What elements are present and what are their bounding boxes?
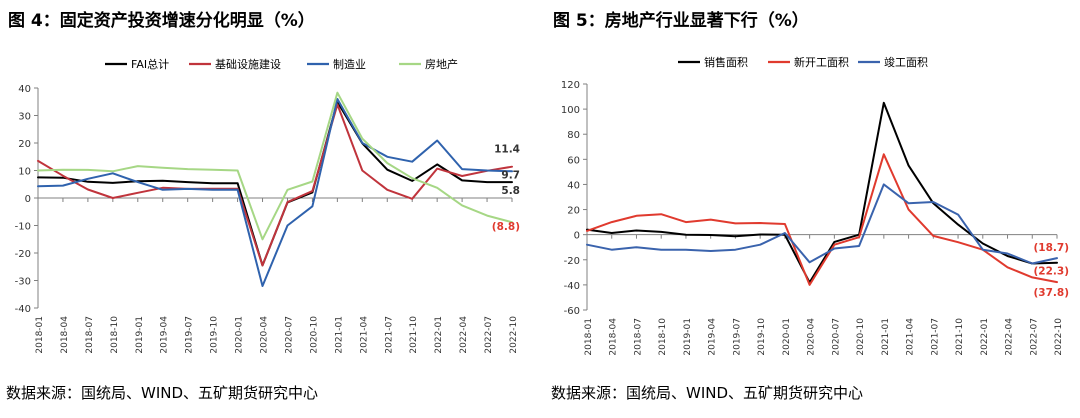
- figure-5-title: 图 5：房地产行业显著下行（%）: [553, 11, 809, 31]
- figure-5-chart: -60 -40 -20 0 20 40 60 80 100 120 2018-01 2018-04 20…: [561, 55, 1069, 356]
- series-line-FAI总计: [37, 100, 513, 267]
- x-tick-label: 2021-07: [384, 316, 394, 354]
- x-tick-label: 2021-01: [881, 318, 891, 356]
- x-tick-label: 2018-07: [85, 316, 95, 354]
- end-value-label: (37.8): [1033, 287, 1069, 299]
- y-tick-label: 30: [18, 112, 31, 123]
- y-tick-label: 0: [25, 194, 31, 205]
- x-tick-label: 2022-01: [434, 316, 444, 354]
- x-tick-label: 2020-01: [235, 316, 245, 354]
- x-tick-label: 2020-07: [284, 316, 294, 354]
- x-tick-label: 2018-10: [110, 316, 120, 354]
- y-tick-label: -40: [15, 304, 31, 315]
- figure-4-source: 数据来源：国统局、WIND、五矿期货研究中心: [6, 384, 319, 402]
- y-tick-label: 10: [18, 167, 31, 178]
- x-tick-label: 2021-04: [359, 316, 369, 354]
- y-tick-label: 0: [574, 231, 580, 242]
- x-tick-label: 2022-04: [459, 316, 469, 354]
- series-line-销售面积: [586, 101, 1058, 284]
- y-tick-label: -30: [15, 277, 31, 288]
- x-tick-label: 2019-04: [708, 318, 718, 356]
- y-tick-label: 120: [561, 80, 580, 91]
- legend-label: 基础设施建设: [215, 57, 281, 71]
- x-tick-label: 2019-07: [185, 316, 195, 354]
- legend-label: 销售面积: [704, 55, 748, 69]
- x-tick-label: 2019-10: [757, 318, 767, 356]
- figure-4-chart: -40 -30 -20 -10 0 10 20 30 40 2018-01 2018-04 2018-…: [15, 57, 520, 354]
- end-value-label: (8.8): [492, 221, 520, 233]
- y-tick-label: 60: [567, 155, 580, 166]
- figure-5-panel: 图 5：房地产行业显著下行（%） -60 -40 -20 0 20 40 60 80 100 12…: [545, 0, 1075, 418]
- figure-5-source: 数据来源：国统局、WIND、五矿期货研究中心: [551, 384, 864, 402]
- figure-4-title: 图 4：固定资产投资增速分化明显（%）: [8, 11, 315, 31]
- x-tick-label: 2020-01: [782, 318, 792, 356]
- y-tick-label: 40: [18, 84, 31, 95]
- legend-label: 竣工面积: [884, 55, 928, 69]
- x-tick-label: 2020-10: [309, 316, 319, 354]
- y-tick-label: -20: [564, 256, 580, 267]
- x-tick-label: 2019-10: [210, 316, 220, 354]
- x-tick-label: 2018-01: [35, 316, 45, 354]
- y-tick-label: -60: [564, 306, 580, 317]
- x-tick-label: 2022-04: [1005, 318, 1015, 356]
- end-value-label: (22.3): [1033, 266, 1069, 278]
- x-tick-label: 2021-01: [334, 316, 344, 354]
- y-tick-label: 40: [567, 180, 580, 191]
- y-tick-label: 20: [18, 139, 31, 150]
- end-value-label: (18.7): [1033, 242, 1069, 254]
- series-line-基础设施建设: [37, 103, 513, 267]
- y-tick-label: -40: [564, 281, 580, 292]
- x-tick-label: 2020-04: [807, 318, 817, 356]
- x-tick-label: 2022-10: [1054, 318, 1064, 356]
- x-tick-label: 2021-10: [955, 318, 965, 356]
- figure-4-panel: 图 4：固定资产投资增速分化明显（%） -40 -30 -20 -10 0 10 20 30 4…: [0, 0, 530, 418]
- x-tick-label: 2019-01: [683, 318, 693, 356]
- legend-label: FAI总计: [131, 57, 169, 71]
- legend-label: 制造业: [333, 57, 366, 71]
- x-tick-label: 2019-04: [160, 316, 170, 354]
- x-tick-label: 2021-04: [906, 318, 916, 356]
- x-tick-label: 2018-07: [633, 318, 643, 356]
- x-tick-label: 2019-01: [135, 316, 145, 354]
- legend-label: 房地产: [425, 57, 458, 71]
- y-tick-label: -20: [15, 249, 31, 260]
- x-tick-label: 2019-07: [732, 318, 742, 356]
- end-value-label: 5.8: [501, 185, 520, 197]
- series-line-竣工面积: [586, 183, 1058, 265]
- y-tick-label: 100: [561, 105, 580, 116]
- x-tick-label: 2018-01: [584, 318, 594, 356]
- y-tick-label: 20: [567, 206, 580, 217]
- series-line-房地产: [37, 91, 513, 241]
- end-value-label: 11.4: [494, 144, 520, 156]
- y-tick-label: -10: [15, 222, 31, 233]
- x-tick-label: 2020-04: [260, 316, 270, 354]
- x-tick-label: 2022-10: [509, 316, 519, 354]
- x-tick-label: 2018-04: [60, 316, 70, 354]
- x-tick-label: 2018-10: [658, 318, 668, 356]
- x-tick-label: 2018-04: [609, 318, 619, 356]
- x-tick-label: 2021-10: [409, 316, 419, 354]
- y-tick-label: 80: [567, 130, 580, 141]
- x-tick-label: 2022-07: [484, 316, 494, 354]
- x-tick-label: 2022-01: [980, 318, 990, 356]
- series-line-新开工面积: [586, 153, 1058, 286]
- series-line-制造业: [37, 98, 513, 287]
- x-tick-label: 2021-07: [930, 318, 940, 356]
- end-value-label: 9.7: [501, 169, 520, 181]
- x-tick-label: 2020-07: [831, 318, 841, 356]
- x-tick-label: 2022-07: [1029, 318, 1039, 356]
- legend-label: 新开工面积: [794, 55, 849, 69]
- x-tick-label: 2020-10: [856, 318, 866, 356]
